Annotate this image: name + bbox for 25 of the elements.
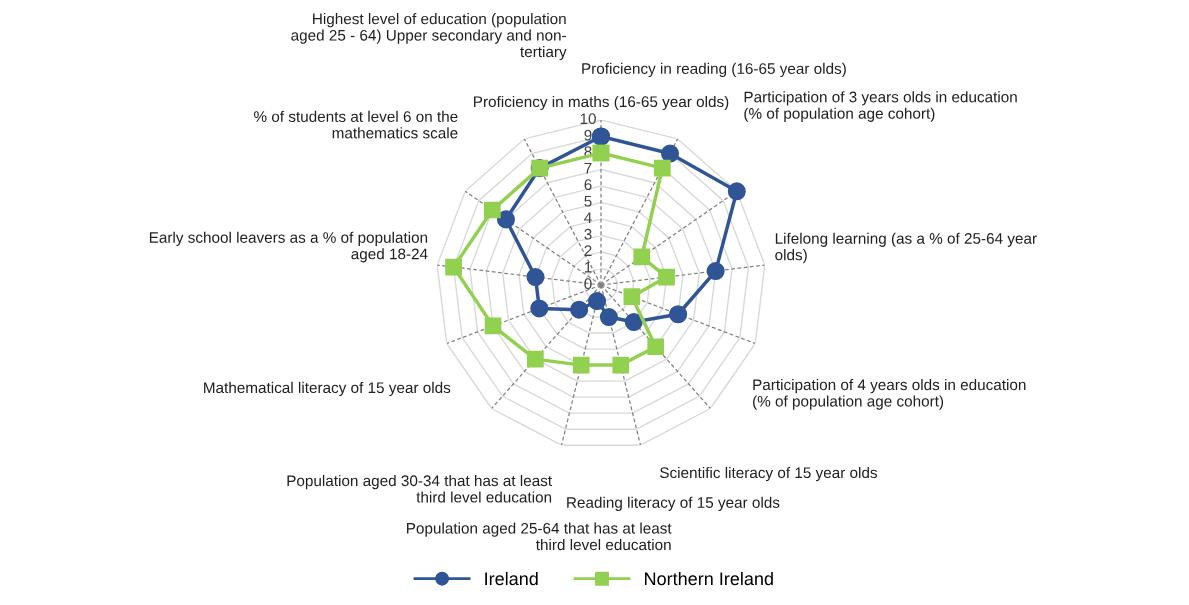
spoke-label: Reading literacy of 15 year olds xyxy=(567,496,780,511)
spoke-label: Proficiency in reading (16-65 year olds) xyxy=(582,62,846,78)
spoke-label: Highest level of education (population aged 25 - 64) Upper secondary and non- tertiary xyxy=(291,13,567,61)
y-tick-label: 6 xyxy=(584,179,592,191)
spoke-label: Mathematical literacy of 15 year olds xyxy=(204,381,451,397)
spoke-label: Proficiency in maths (16-65 year olds) xyxy=(474,95,729,111)
spoke-label: Participation of 3 years olds in education (% of population age cohort) xyxy=(744,91,1017,122)
y-tick-label: 10 xyxy=(580,113,596,125)
y-tick-label: 3 xyxy=(584,228,592,240)
y-tick-label: 1 xyxy=(584,261,592,273)
y-tick-label: 2 xyxy=(584,245,592,256)
legend-label: Ireland xyxy=(485,571,538,586)
spoke-label: Population aged 30-34 that has at least third level education xyxy=(287,474,552,503)
spoke-label: Population aged 25-64 that has at least third level education xyxy=(407,522,672,551)
y-tick-label: 5 xyxy=(584,195,592,207)
y-tick-label: 7 xyxy=(584,162,592,174)
spoke-label: % of students at level 6 on the mathematics scale xyxy=(254,110,458,139)
spoke-label: Early school leavers as a % of population aged 18-24 xyxy=(149,231,428,263)
y-tick-label: 9 xyxy=(584,129,592,141)
y-tick-label: 4 xyxy=(584,212,592,223)
spoke-label: Lifelong learning (as a % of 25-64 year olds) xyxy=(775,232,1037,264)
spoke-label: Participation of 4 years olds in education (% of population age cohort) xyxy=(753,378,1026,410)
spoke-label: Scientific literacy of 15 year olds xyxy=(660,466,878,482)
y-tick-label: 0 xyxy=(584,278,592,290)
legend-label: Northern Ireland xyxy=(645,571,773,586)
